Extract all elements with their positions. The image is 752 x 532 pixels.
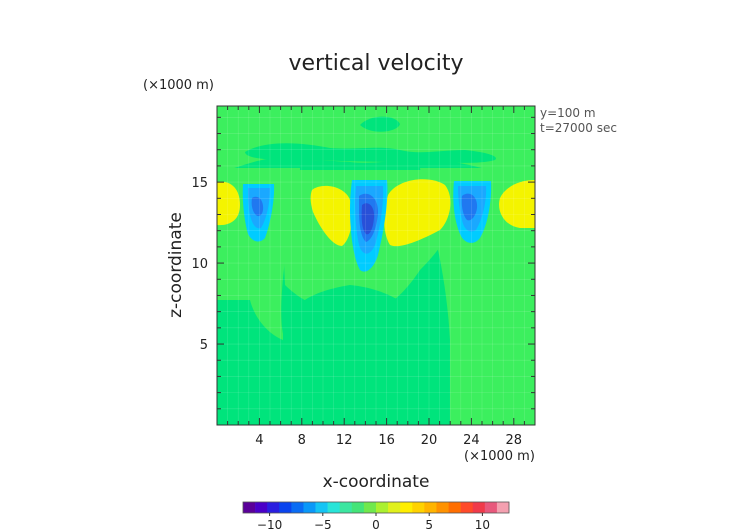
colorbar-swatch xyxy=(400,502,413,513)
colorbar-swatch xyxy=(315,502,328,513)
colorbar: −10 −5 0 5 10 xyxy=(242,501,510,532)
colorbar-swatch xyxy=(291,502,304,513)
colorbar-swatch xyxy=(388,502,401,513)
colorbar-swatch xyxy=(351,502,365,513)
colorbar-swatch xyxy=(279,502,292,513)
colorbar-tick-label: 0 xyxy=(372,518,380,532)
x-tick-label: 28 xyxy=(506,433,523,448)
x-tick-label: 4 xyxy=(255,433,263,448)
updraft-core-3 xyxy=(384,179,451,247)
colorbar-tick-label: 10 xyxy=(475,518,490,532)
colorbar-swatch xyxy=(472,502,486,513)
updraft-core-1 xyxy=(217,181,240,226)
colorbar-tick-label: 5 xyxy=(425,518,433,532)
grid xyxy=(217,106,535,425)
colorbar-swatch xyxy=(303,502,316,513)
y-tick-label: 5 xyxy=(200,338,208,353)
neutral-upper-blob xyxy=(245,143,496,163)
chart-title: vertical velocity xyxy=(288,51,463,76)
neutral-lower-column xyxy=(283,285,450,425)
downdraft-1 xyxy=(242,184,275,242)
y-tick-label: 10 xyxy=(191,257,208,272)
neutral-top-ellipse xyxy=(360,116,400,132)
x-tick-label: 8 xyxy=(298,433,306,448)
x-axis-label: x-coordinate xyxy=(323,472,430,492)
updraft-core-2 xyxy=(310,185,353,246)
updraft-cores xyxy=(217,179,535,247)
colorbar-swatch xyxy=(327,502,341,513)
colorbar-swatch xyxy=(424,502,437,513)
colorbar-swatch xyxy=(339,502,353,513)
colorbar-swatch xyxy=(267,502,280,513)
updraft-core-4 xyxy=(499,180,535,228)
x-tick-label: 24 xyxy=(463,433,480,448)
annotation-y-position: y=100 m xyxy=(540,106,596,120)
colorbar-tick-label: −10 xyxy=(257,518,282,532)
plot-area: 4 8 12 16 20 24 28 5 10 15 xyxy=(191,105,536,448)
colorbar-swatch xyxy=(436,502,449,513)
downdraft-3 xyxy=(453,181,492,243)
y-axis-unit: (×1000 m) xyxy=(143,78,214,93)
colorbar-swatch xyxy=(496,502,510,513)
colorbar-swatch xyxy=(255,502,268,513)
colorbar-swatch xyxy=(484,502,498,513)
x-axis-unit: (×1000 m) xyxy=(464,449,535,464)
x-tick-label: 20 xyxy=(421,433,438,448)
colorbar-swatch xyxy=(460,502,474,513)
y-axis-label: z-coordinate xyxy=(166,212,186,318)
x-tick-label: 12 xyxy=(336,433,353,448)
annotation-time: t=27000 sec xyxy=(540,121,617,135)
axis-ticks: 4 8 12 16 20 24 28 5 10 15 xyxy=(191,106,535,448)
colorbar-swatch xyxy=(448,502,461,513)
x-tick-label: 16 xyxy=(378,433,395,448)
y-tick-label: 15 xyxy=(191,176,208,191)
colorbar-swatch xyxy=(376,502,389,513)
colorbar-swatch xyxy=(412,502,425,513)
colorbar-swatch xyxy=(243,502,256,513)
colorbar-tick-label: −5 xyxy=(314,518,332,532)
neutral-regions xyxy=(217,116,496,425)
neutral-left-lower xyxy=(217,300,283,425)
colorbar-swatch xyxy=(363,502,377,513)
downdraft-2 xyxy=(350,180,388,272)
